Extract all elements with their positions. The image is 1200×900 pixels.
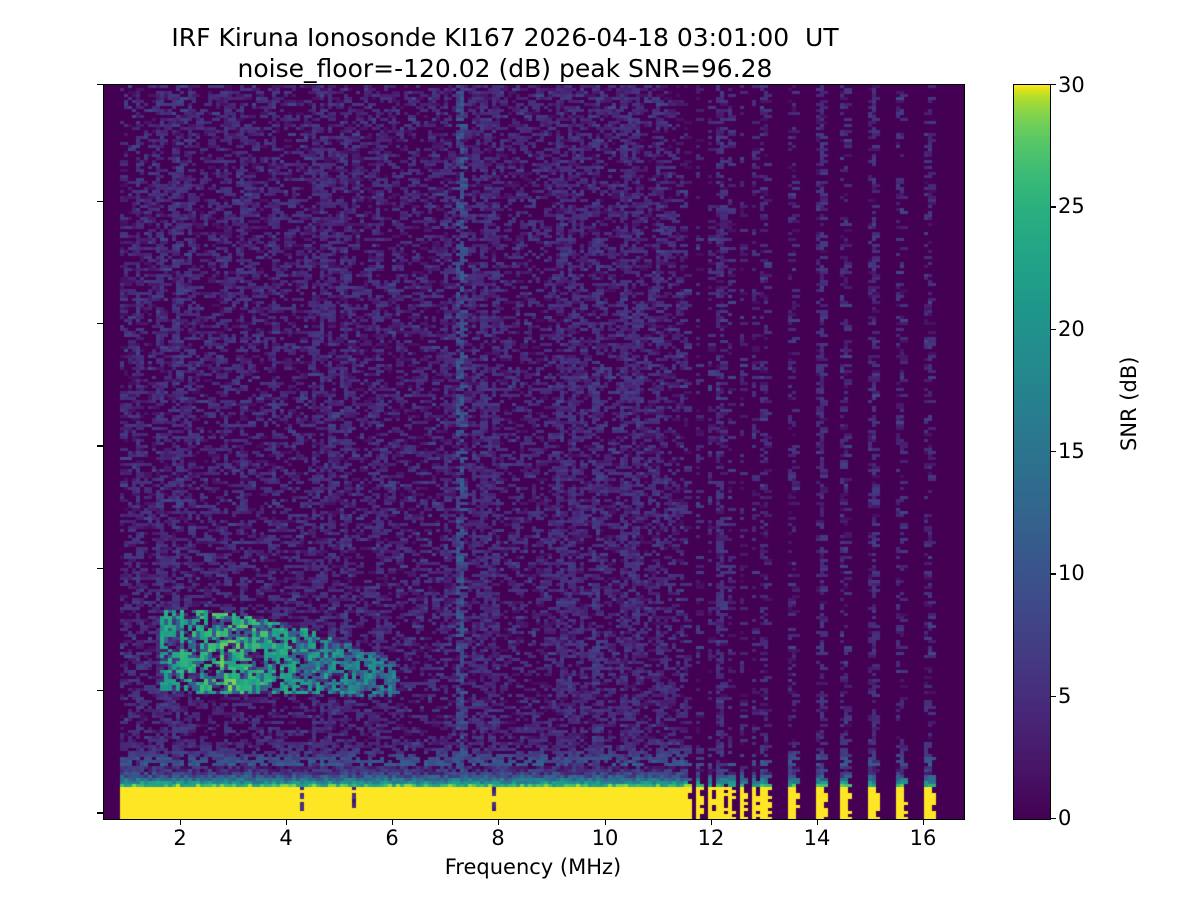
colorbar-tick-label: 15 (1058, 439, 1085, 463)
x-axis-label: Frequency (MHz) (444, 855, 622, 879)
colorbar-tick-label: 0 (1058, 806, 1072, 830)
y-tickmark (97, 445, 103, 447)
x-tickmark (923, 819, 925, 826)
title-line-2: noise_floor=-120.02 (dB) peak SNR=96.28 (237, 54, 773, 83)
ionogram-heatmap (104, 85, 964, 819)
x-tick-label: 10 (591, 826, 619, 850)
x-tick-label: 2 (173, 826, 187, 850)
colorbar-tick-label: 20 (1058, 317, 1085, 341)
x-tickmark (392, 819, 394, 826)
x-tick-label: 14 (803, 826, 831, 850)
colorbar-tickmark (1050, 695, 1057, 697)
colorbar-tickmark (1050, 328, 1057, 330)
ionogram-plot-area[interactable] (103, 84, 965, 820)
x-tickmark (180, 819, 182, 826)
colorbar-tick-label: 10 (1058, 561, 1085, 585)
colorbar-tickmark (1050, 573, 1057, 575)
x-tick-label: 16 (909, 826, 937, 850)
x-tick-label: 6 (385, 826, 399, 850)
colorbar-tick-label: 30 (1058, 73, 1085, 97)
x-tickmark (498, 819, 500, 826)
y-tickmark (97, 567, 103, 569)
x-tickmark (817, 819, 819, 826)
y-tickmark (97, 200, 103, 202)
snr-colorbar (1013, 84, 1051, 820)
x-tick-label: 4 (279, 826, 293, 850)
colorbar-tickmark (1050, 818, 1057, 820)
colorbar-tickmark (1050, 84, 1057, 86)
x-tickmark (605, 819, 607, 826)
y-tickmark (97, 323, 103, 325)
colorbar-tickmark (1050, 206, 1057, 208)
x-tickmark (286, 819, 288, 826)
x-tick-label: 12 (697, 826, 725, 850)
colorbar-tick-label: 25 (1058, 194, 1085, 218)
y-tickmark (97, 84, 103, 86)
x-tickmark (711, 819, 713, 826)
title-line-1: IRF Kiruna Ionosonde KI167 2026-04-18 03… (171, 23, 839, 52)
y-tickmark (97, 690, 103, 692)
colorbar-label: SNR (dB) (1117, 356, 1141, 451)
colorbar-tickmark (1050, 451, 1057, 453)
x-tick-label: 8 (491, 826, 505, 850)
y-tickmark (97, 812, 103, 814)
figure-title: IRF Kiruna Ionosonde KI167 2026-04-18 03… (0, 22, 1010, 84)
colorbar-tick-label: 5 (1058, 684, 1072, 708)
